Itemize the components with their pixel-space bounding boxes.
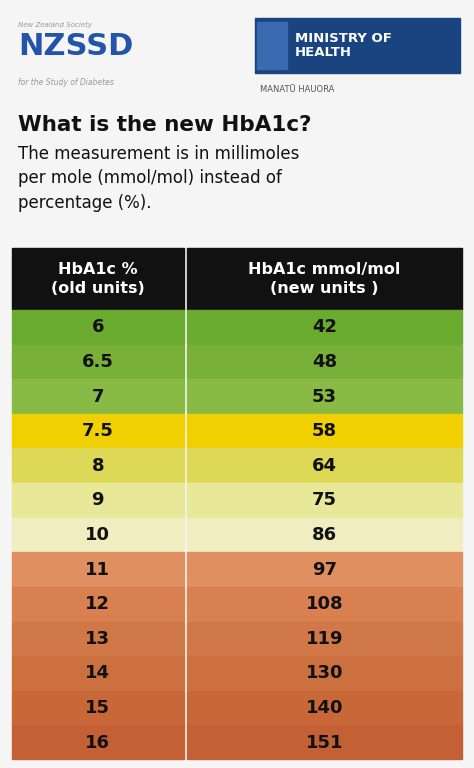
Bar — [12, 690, 184, 725]
Text: 130: 130 — [306, 664, 343, 683]
Text: 86: 86 — [312, 526, 337, 544]
Text: 53: 53 — [312, 388, 337, 406]
Text: 8: 8 — [91, 457, 104, 475]
Text: 75: 75 — [312, 492, 337, 509]
Bar — [187, 449, 462, 482]
Bar — [12, 726, 184, 760]
Bar — [187, 248, 462, 310]
Bar — [12, 248, 184, 310]
Text: 6.5: 6.5 — [82, 353, 114, 371]
Text: NZSSD: NZSSD — [18, 32, 133, 61]
Bar — [12, 449, 184, 482]
Text: MINISTRY OF
HEALTH: MINISTRY OF HEALTH — [295, 31, 392, 59]
Text: 48: 48 — [312, 353, 337, 371]
Text: The measurement is in millimoles
per mole (mmol/mol) instead of
percentage (%).: The measurement is in millimoles per mol… — [18, 145, 300, 212]
Text: 58: 58 — [312, 422, 337, 440]
Text: 64: 64 — [312, 457, 337, 475]
Bar — [12, 483, 184, 517]
Text: 119: 119 — [306, 630, 343, 648]
Bar — [187, 552, 462, 586]
Bar — [187, 483, 462, 517]
Text: 10: 10 — [85, 526, 110, 544]
Text: 140: 140 — [306, 699, 343, 717]
Text: 108: 108 — [306, 595, 343, 613]
Text: What is the new HbA1c?: What is the new HbA1c? — [18, 115, 311, 135]
Text: HbA1c %
(old units): HbA1c % (old units) — [51, 262, 145, 296]
Bar — [187, 587, 462, 621]
Bar — [12, 587, 184, 621]
Bar — [187, 414, 462, 448]
Text: 11: 11 — [85, 561, 110, 578]
Bar — [12, 345, 184, 379]
Text: MANATŪ HAUORA: MANATŪ HAUORA — [260, 85, 334, 94]
Bar — [187, 621, 462, 655]
Bar — [12, 414, 184, 448]
Bar — [12, 656, 184, 690]
Text: New Zealand Society: New Zealand Society — [18, 22, 92, 28]
Text: 6: 6 — [91, 318, 104, 336]
Bar — [12, 379, 184, 413]
Bar — [257, 22, 287, 69]
Bar — [187, 656, 462, 690]
Text: 7: 7 — [91, 388, 104, 406]
Bar — [187, 310, 462, 344]
Bar — [187, 690, 462, 725]
Text: 15: 15 — [85, 699, 110, 717]
Bar — [187, 518, 462, 551]
Bar — [255, 18, 460, 73]
Text: 12: 12 — [85, 595, 110, 613]
Text: 42: 42 — [312, 318, 337, 336]
Text: HbA1c mmol/mol
(new units ): HbA1c mmol/mol (new units ) — [248, 262, 401, 296]
Text: 16: 16 — [85, 733, 110, 752]
Text: 13: 13 — [85, 630, 110, 648]
Text: 7.5: 7.5 — [82, 422, 114, 440]
Bar — [187, 379, 462, 413]
Text: 9: 9 — [91, 492, 104, 509]
Text: 14: 14 — [85, 664, 110, 683]
Bar — [12, 552, 184, 586]
Text: for the Study of Diabetes: for the Study of Diabetes — [18, 78, 114, 87]
Bar — [187, 726, 462, 760]
Bar — [12, 310, 184, 344]
Text: 151: 151 — [306, 733, 343, 752]
Bar — [12, 621, 184, 655]
Text: 97: 97 — [312, 561, 337, 578]
Bar — [187, 345, 462, 379]
Bar — [12, 518, 184, 551]
